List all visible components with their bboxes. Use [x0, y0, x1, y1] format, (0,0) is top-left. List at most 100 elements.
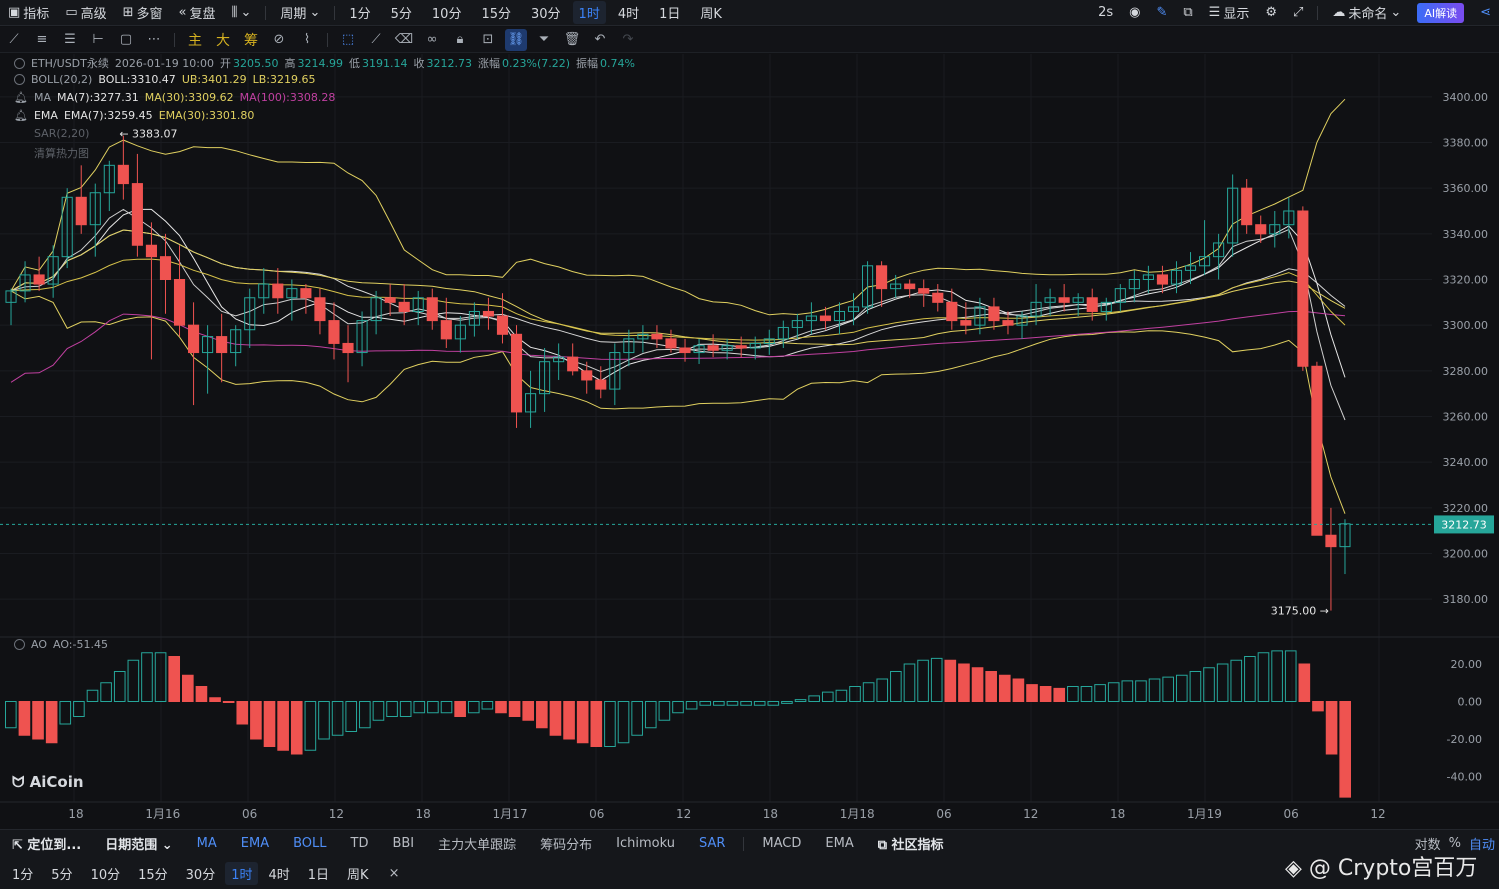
share-icon[interactable]: ⋖	[1480, 5, 1491, 20]
ind-ma[interactable]: MA	[196, 836, 217, 851]
period-tab-6[interactable]: 4时	[617, 7, 640, 22]
lock-icon[interactable]: 🔒︎	[456, 32, 464, 47]
replay-menu[interactable]: «复盘	[178, 5, 216, 22]
display-menu[interactable]: ☰ 显示	[1208, 5, 1250, 22]
brush-icon[interactable]: ⌇	[303, 32, 311, 47]
undo-icon[interactable]: ↶	[594, 32, 606, 47]
advanced-icon: ▭	[65, 5, 78, 20]
horizontal-ray-icon[interactable]: ⊢	[92, 32, 104, 47]
period-tab-0[interactable]: 1分	[349, 7, 371, 22]
ind-macd[interactable]: MACD	[762, 836, 802, 851]
ao-bar	[1271, 650, 1283, 702]
trash-icon[interactable]: 🗑︎	[563, 32, 581, 47]
camera-icon[interactable]: ◉	[1129, 5, 1141, 20]
boll-lower-line	[10, 290, 1346, 514]
candle-body	[539, 361, 551, 395]
rectangle-icon[interactable]: ▢	[119, 32, 133, 47]
collapse-icon[interactable]	[14, 74, 25, 85]
main-force-tool[interactable]: 主	[188, 32, 202, 49]
collapse-icon[interactable]	[14, 57, 25, 69]
parallel-lines-icon[interactable]: ≡	[36, 32, 48, 47]
fullscreen-icon[interactable]: ⤢	[1292, 5, 1304, 20]
date-range-button[interactable]: 日期范围 ⌄	[105, 838, 173, 853]
period-tab-3[interactable]: 15分	[481, 7, 511, 22]
period-tab-bottom-8[interactable]: 周K	[347, 867, 369, 883]
horizontal-lines-icon[interactable]: ☰	[64, 32, 76, 47]
ruler-icon[interactable]: ⟋	[371, 32, 381, 47]
chart-area[interactable]: 3400.00 3380.00 3360.00 3340.00 3320.00 3300.…	[0, 54, 1499, 821]
period-tab-bottom-3[interactable]: 15分	[138, 867, 168, 883]
ind-boll[interactable]: BOLL	[293, 836, 327, 851]
price-tick: 3220.00	[1443, 502, 1489, 515]
multi-window-menu[interactable]: ⊞ 多窗	[122, 5, 163, 22]
layout-name-menu[interactable]: ☁ 未命名 ⌄	[1332, 5, 1402, 22]
period-tab-bottom-6[interactable]: 4时	[268, 867, 290, 883]
more-dots-icon[interactable]: ⋯	[147, 32, 161, 47]
ai-interpret-button[interactable]: AI解读	[1417, 2, 1465, 23]
price-chart[interactable]: 3400.00 3380.00 3360.00 3340.00 3320.00 3300.…	[0, 54, 1499, 826]
bell-icon[interactable]: 🔔︎	[14, 91, 28, 104]
ao-bar	[644, 701, 657, 729]
ao-bar	[359, 701, 371, 729]
ind-td[interactable]: TD	[350, 836, 369, 851]
refresh-interval[interactable]: 2s	[1098, 5, 1114, 20]
period-tab-5[interactable]: 1时	[572, 1, 606, 24]
ind-ema[interactable]: EMA	[240, 836, 270, 851]
period-tab-bottom-4[interactable]: 30分	[185, 867, 216, 883]
percent-toggle[interactable]: %	[1448, 836, 1461, 851]
list-icon: ☰	[1208, 5, 1221, 20]
ind-main-orders[interactable]: 主力大单跟踪	[438, 838, 517, 853]
log-scale-toggle[interactable]: 对数	[1414, 838, 1441, 853]
auto-toggle[interactable]: 自动	[1468, 838, 1495, 853]
close-icon[interactable]: ×	[388, 865, 400, 881]
ao-bar	[250, 701, 262, 740]
period-tab-8[interactable]: 周K	[700, 7, 722, 22]
x-tick: 12	[1023, 807, 1038, 821]
pencil-icon[interactable]: ✎	[1156, 5, 1168, 20]
ao-bar	[345, 701, 358, 732]
community-indicators[interactable]: ⧉ 社区指标	[877, 838, 944, 853]
bell-icon[interactable]: 🔔︎	[14, 109, 28, 122]
collapse-icon[interactable]	[14, 639, 25, 650]
ind-chip[interactable]: 筹码分布	[540, 838, 593, 853]
chevron-down-icon: ⌄	[240, 5, 252, 20]
locate-button[interactable]: ⇱ 定位到...	[12, 838, 82, 853]
ind-ichimoku[interactable]: Ichimoku	[616, 836, 675, 851]
boll-upper-line	[10, 98, 1346, 316]
ind-sar[interactable]: SAR	[699, 836, 726, 851]
chip-tool[interactable]: 筹	[244, 32, 258, 49]
period-tab-2[interactable]: 10分	[431, 7, 462, 22]
measure-icon[interactable]: ⊘	[273, 32, 285, 47]
period-tab-4[interactable]: 30分	[531, 7, 561, 22]
magnet-icon[interactable]: ∞	[426, 32, 438, 47]
select-icon[interactable]: ⬚	[341, 32, 355, 47]
indicator-menu[interactable]: ▣ 指标	[8, 5, 50, 22]
ao-bar	[808, 695, 820, 702]
line-tool-icon[interactable]: ⟋	[9, 32, 19, 47]
period-tab-bottom-1[interactable]: 5分	[51, 867, 73, 883]
period-tab-bottom-7[interactable]: 1日	[307, 867, 330, 883]
chart-type-menu[interactable]: ⫼ ⌄	[224, 5, 260, 20]
period-tab-bottom-5[interactable]: 1时	[225, 861, 259, 885]
candle-body	[876, 265, 888, 290]
period-menu[interactable]: 周期 ⌄	[280, 5, 321, 22]
candle-body	[117, 164, 129, 185]
ao-bar	[1189, 671, 1202, 702]
period-tab-1[interactable]: 5分	[390, 7, 412, 22]
eraser-icon[interactable]: ⌫	[394, 32, 414, 47]
ind-bbi[interactable]: BBI	[392, 836, 415, 851]
candle-body	[1156, 274, 1168, 285]
period-tab-7[interactable]: 1日	[659, 7, 681, 22]
link-icon[interactable]: ⛓︎	[505, 28, 527, 51]
ind-ema-sub[interactable]: EMA	[825, 836, 854, 851]
big-order-tool[interactable]: 大	[216, 32, 230, 49]
layout-icon[interactable]: ⧉	[1183, 5, 1193, 20]
period-tab-bottom-0[interactable]: 1分	[12, 867, 34, 883]
hide-icon[interactable]: ⊡	[482, 32, 494, 47]
redo-icon[interactable]: ↷	[622, 32, 634, 47]
ema30-line	[10, 258, 1346, 341]
filter-icon[interactable]: ⏷	[538, 32, 550, 47]
period-tab-bottom-2[interactable]: 10分	[90, 867, 121, 883]
settings-icon[interactable]: ⚙	[1265, 5, 1277, 20]
advanced-menu[interactable]: ▭ 高级	[65, 5, 107, 22]
